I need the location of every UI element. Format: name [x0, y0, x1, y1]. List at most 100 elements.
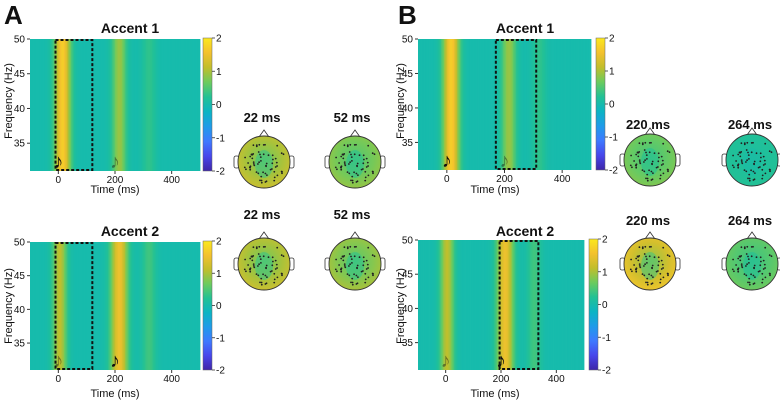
- heatmap-cell: [430, 240, 433, 370]
- heatmap-cell: [541, 39, 544, 170]
- heatmap-cell: [479, 39, 482, 170]
- electrode: [660, 268, 663, 270]
- electrode: [646, 173, 649, 176]
- y-tick-label: 40: [402, 103, 414, 114]
- electrode: [250, 153, 253, 156]
- electrode: [267, 256, 270, 259]
- heatmap-cell: [69, 242, 72, 370]
- heatmap-cell: [123, 39, 126, 171]
- heatmap-cell: [61, 242, 63, 370]
- topomap-time-label: 52 ms: [334, 110, 371, 125]
- heatmap-cell: [502, 240, 505, 370]
- heatmap-cell: [58, 242, 61, 370]
- electrode: [738, 255, 741, 258]
- nose-outline: [258, 231, 270, 240]
- electrode: [273, 179, 276, 182]
- colorbar-tick-label: 0: [216, 100, 222, 111]
- heatmap-cell: [514, 240, 517, 370]
- electrode: [748, 283, 751, 286]
- electrode: [753, 162, 755, 165]
- electrode: [745, 253, 748, 255]
- electrode: [737, 267, 740, 270]
- heatmap-cell: [448, 39, 451, 170]
- electrode: [353, 273, 355, 276]
- heatmap-cell: [183, 39, 185, 171]
- heatmap-cell: [585, 39, 588, 170]
- electrode: [260, 179, 263, 182]
- electrode: [281, 272, 283, 275]
- heatmap-cell: [452, 240, 455, 370]
- heatmap-cell: [534, 240, 536, 370]
- electrode: [753, 282, 756, 285]
- heatmap-cell: [81, 39, 83, 171]
- electrode: [341, 255, 344, 258]
- heatmap-cell: [167, 242, 170, 370]
- heatmap-cell: [554, 39, 557, 170]
- electrode: [252, 153, 255, 155]
- heatmap-cell: [71, 39, 73, 171]
- electrode: [260, 160, 262, 162]
- electrode: [367, 267, 369, 269]
- electrode: [357, 174, 359, 177]
- heatmap-cell: [126, 242, 129, 370]
- electrode: [646, 283, 649, 286]
- heatmap-cell: [190, 39, 192, 171]
- heatmap-cell: [550, 39, 553, 170]
- electrode: [750, 142, 753, 144]
- electrode: [645, 151, 647, 154]
- heatmap-cell: [568, 240, 571, 370]
- electrode: [630, 154, 632, 157]
- topomap-time-label: 52 ms: [334, 207, 371, 222]
- heatmap-cell: [569, 39, 572, 170]
- heatmap-cell: [149, 39, 151, 171]
- heatmap-cell: [62, 39, 65, 171]
- electrode: [274, 166, 277, 168]
- electrode: [245, 168, 247, 171]
- electrode: [645, 281, 647, 284]
- electrode: [356, 164, 358, 167]
- electrode: [364, 272, 367, 275]
- electrode: [764, 276, 767, 279]
- heatmap-cell: [489, 240, 492, 370]
- music-note-icon: ♪: [500, 150, 510, 172]
- heatmap-cell: [435, 240, 438, 370]
- heatmap-cell: [134, 39, 137, 171]
- electrode: [343, 265, 346, 267]
- central-region: [743, 252, 761, 280]
- y-tick-label: 40: [14, 104, 26, 115]
- heatmap-cell: [181, 242, 184, 370]
- heatmap-cell: [42, 39, 45, 171]
- panel-letter-b: B: [398, 0, 417, 30]
- electrode: [748, 158, 750, 160]
- electrode: [761, 272, 764, 275]
- heatmap-cell: [559, 240, 561, 370]
- topomap: 52 ms: [324, 110, 386, 189]
- electrode: [646, 177, 649, 180]
- electrode: [264, 143, 266, 146]
- colorbar: [588, 238, 599, 371]
- nose-outline: [349, 231, 361, 240]
- heatmap-cell: [481, 240, 484, 370]
- heatmap-cell: [154, 39, 157, 171]
- electrode: [336, 270, 338, 273]
- heatmap-cell: [156, 39, 158, 171]
- heatmap-cell: [418, 240, 420, 370]
- heatmap-cell: [474, 240, 477, 370]
- x-axis-label: Time (ms): [90, 388, 139, 400]
- electrode: [262, 273, 264, 276]
- electrode: [255, 246, 258, 249]
- heatmap-cell: [194, 39, 197, 171]
- heatmap-cell: [543, 240, 546, 370]
- heatmap-cell: [35, 242, 38, 370]
- electrode: [348, 274, 351, 277]
- electrode: [371, 152, 374, 155]
- heatmap-cell: [575, 39, 577, 170]
- heatmap-cell: [527, 39, 530, 170]
- heatmap-cell: [190, 242, 192, 370]
- heatmap-cell: [177, 39, 180, 171]
- heatmap-cell: [456, 39, 459, 170]
- heatmap-cell: [132, 242, 134, 370]
- electrode: [662, 163, 664, 165]
- heatmap-cell: [574, 240, 577, 370]
- heatmap-cell: [435, 39, 438, 170]
